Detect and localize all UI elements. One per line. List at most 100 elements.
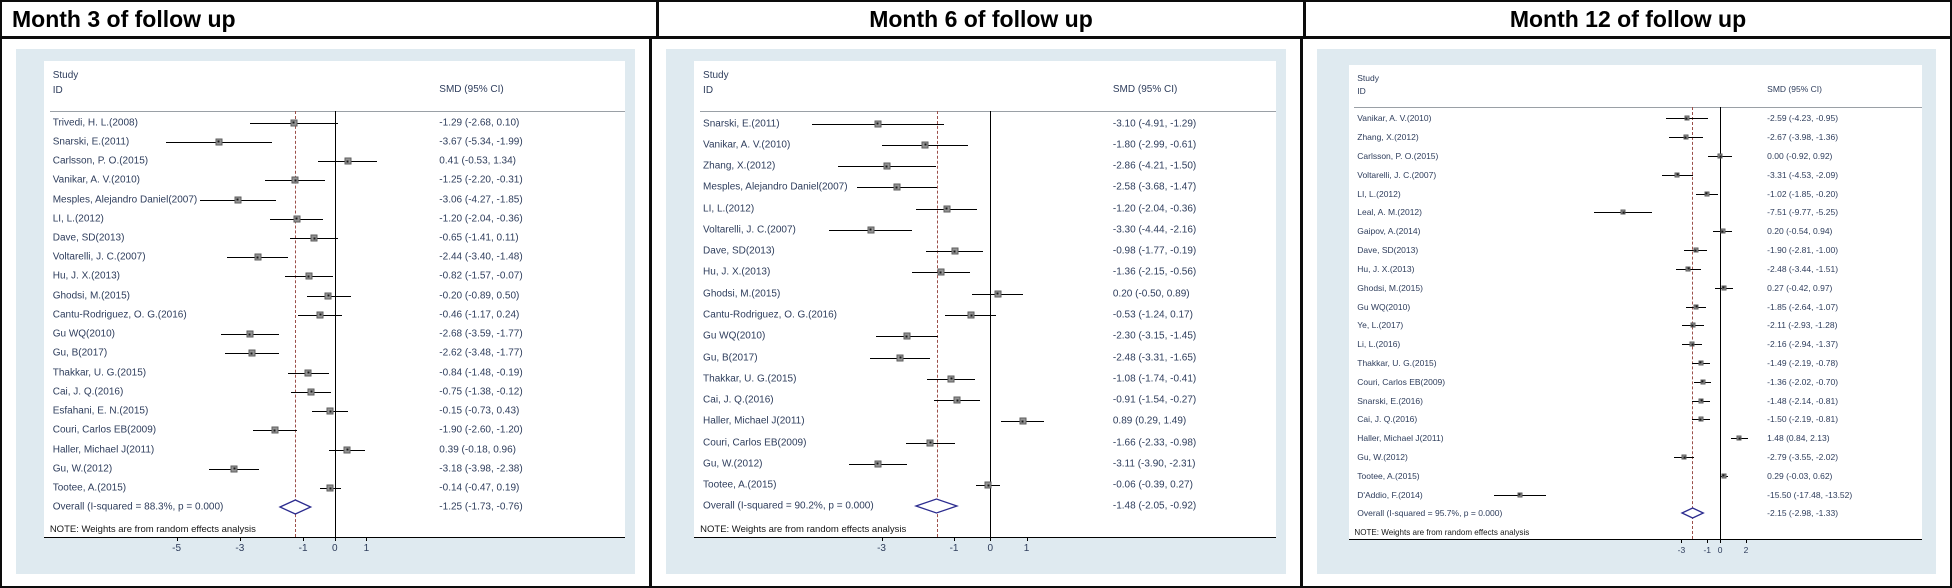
study-row: Snarski, E.(2011) -3.10 (-4.91, -1.29) [694,113,1275,134]
random-effects-note: NOTE: Weights are from random effects an… [49,524,256,535]
panel-title-row: Month 3 of follow up Month 6 of follow u… [2,2,1950,39]
study-id: Cai, J. Q.(2016) [703,394,774,406]
study-id: LI, L.(2012) [703,203,755,215]
column-header-study: Study ID [53,68,79,98]
study-row: Ghodsi, M.(2015) 0.27 (-0.42, 0.97) [1349,278,1922,297]
study-id: Trivedi, H. L.(2008) [52,117,138,129]
study-id: Couri, Carlos EB(2009) [1357,376,1446,387]
study-id: Cai, J. Q.(2016) [52,386,124,398]
overall-label: Overall (I-squared = 90.2%, p = 0.000) [703,500,874,512]
effect-marker [215,138,223,146]
study-row: Carlsson, P. O.(2015) 0.41 (-0.53, 1.34) [44,151,625,170]
panel-title-month-3: Month 3 of follow up [2,2,659,36]
study-row: Gu, W.(2012) -3.11 (-3.90, -2.31) [694,453,1275,474]
study-row: Couri, Carlos EB(2009) -1.66 (-2.33, -0.9… [694,432,1275,453]
zero-line [990,111,992,537]
study-id: Gu, W.(2012) [52,463,113,475]
x-axis-ticks: -3 -1 0 1 [694,537,1275,567]
overall-dashed-line [936,111,938,537]
plot-background: Study ID SMD (95% CI) Snarski, E.(2011) -… [666,49,1286,574]
effect-marker [921,141,929,149]
study-row: Gu, W.(2012) -2.79 (-3.55, -2.02) [1349,448,1922,467]
tick-mark [954,537,956,541]
study-id: Dave, SD(2013) [1357,245,1419,256]
tick-mark [1707,539,1709,543]
smd-value: 0.20 (-0.50, 0.89) [1112,288,1190,300]
tick-mark [366,537,368,541]
smd-value: -0.14 (-0.47, 0.19) [439,482,520,494]
study-row: Couri, Carlos EB(2009) -1.90 (-2.60, -1.2… [44,421,625,440]
study-row: Li, L.(2016) -2.16 (-2.94, -1.37) [1349,335,1922,354]
overall-diamond [1682,508,1703,518]
study-row: Ye, L.(2017) -2.11 (-2.93, -1.28) [1349,316,1922,335]
column-header-smd: SMD (95% CI) [439,84,504,95]
study-id: Gu, B(2017) [703,352,758,364]
overall-dashed-line [295,111,297,537]
study-id: Vanikar, A. V.(2010) [1357,113,1432,124]
column-header-study: Study ID [1357,72,1379,98]
study-id: Haller, Michael J(2011) [52,444,155,456]
effect-marker [1720,228,1726,234]
study-id: Tootee, A.(2015) [1357,470,1420,481]
effect-marker [951,247,959,255]
effect-marker [254,253,262,261]
study-row: Zhang, X.(2012) -2.67 (-3.98, -1.36) [1349,128,1922,147]
study-id: Cantu-Rodriguez, O. G.(2016) [52,309,187,321]
study-row: Cantu-Rodriguez, O. G.(2016) -0.53 (-1.24… [694,304,1275,325]
effect-marker [1674,172,1680,178]
study-row: Carlsson, P. O.(2015) 0.00 (-0.92, 0.92) [1349,147,1922,166]
study-row: Gu WQ(2010) -1.85 (-2.64, -1.07) [1349,297,1922,316]
smd-value: -1.90 (-2.60, -1.20) [439,424,523,436]
smd-value: -7.51 (-9.77, -5.25) [1767,207,1839,218]
study-id: Cai, J. Q.(2016) [1357,414,1418,425]
study-id: Zhang, X.(2012) [1357,132,1419,143]
tick-label: -3 [877,543,886,554]
study-id: Tootee, A.(2015) [52,482,127,494]
smd-value: 0.29 (-0.03, 0.62) [1767,470,1833,481]
smd-value: 0.39 (-0.18, 0.96) [439,444,517,456]
study-row: LI, L.(2012) -1.02 (-1.85, -0.20) [1349,184,1922,203]
column-header-study-line1: Study [703,70,729,81]
study-row: Cai, J. Q.(2016) -0.75 (-1.38, -0.12) [44,382,625,401]
study-id: Mesples, Alejandro Daniel(2007) [703,181,848,193]
effect-marker [230,465,238,473]
effect-marker [1689,341,1695,347]
study-id: D'Addio, F.(2014) [1357,489,1423,500]
study-row: Hu, J. X.(2013) -0.82 (-1.57, -0.07) [44,267,625,286]
smd-value: 0.89 (0.29, 1.49) [1112,415,1187,427]
study-row: Snarski, E.(2016) -1.48 (-2.14, -0.81) [1349,391,1922,410]
effect-marker [1684,115,1690,121]
effect-marker [344,157,352,165]
study-id: Snarski, E.(2011) [703,118,780,130]
study-row: Zhang, X.(2012) -2.86 (-4.21, -1.50) [694,156,1275,177]
effect-marker [305,272,313,280]
smd-value: -1.20 (-2.04, -0.36) [439,213,523,225]
study-id: Gu, W.(2012) [703,458,763,470]
study-row: LI, L.(2012) -1.20 (-2.04, -0.36) [44,209,625,228]
tick-mark [990,537,992,541]
effect-marker [947,375,955,383]
effect-marker [1517,492,1523,498]
effect-marker [234,196,242,204]
smd-value: -0.75 (-1.38, -0.12) [439,386,523,398]
study-id: Gaipov, A.(2014) [1357,226,1421,237]
smd-value: -3.67 (-5.34, -1.99) [439,136,523,148]
study-row: Gu, B(2017) -2.62 (-3.48, -1.77) [44,344,625,363]
tick-label: 0 [1717,545,1723,555]
column-header-study-line2: ID [703,85,714,96]
header-divider [1354,107,1922,108]
effect-marker [1721,285,1727,291]
effect-marker [994,290,1002,298]
study-row: Trivedi, H. L.(2008) -1.29 (-2.68, 0.10) [44,113,625,132]
study-id: Gu WQ(2010) [52,328,115,340]
tick-mark [1745,539,1747,543]
smd-value: -0.98 (-1.77, -0.19) [1112,245,1197,257]
study-id: Voltarelli, J. C.(2007) [1357,169,1437,180]
tick-mark [1681,539,1683,543]
study-id: Couri, Carlos EB(2009) [703,437,807,449]
tick-label: 1 [363,543,370,554]
overall-row: Overall (I-squared = 95.7%, p = 0.000) -2… [1349,504,1922,523]
study-row: Dave, SD(2013) -1.90 (-2.81, -1.00) [1349,241,1922,260]
study-row: Gu, B(2017) -2.48 (-3.31, -1.65) [694,347,1275,368]
tick-mark [176,537,178,541]
